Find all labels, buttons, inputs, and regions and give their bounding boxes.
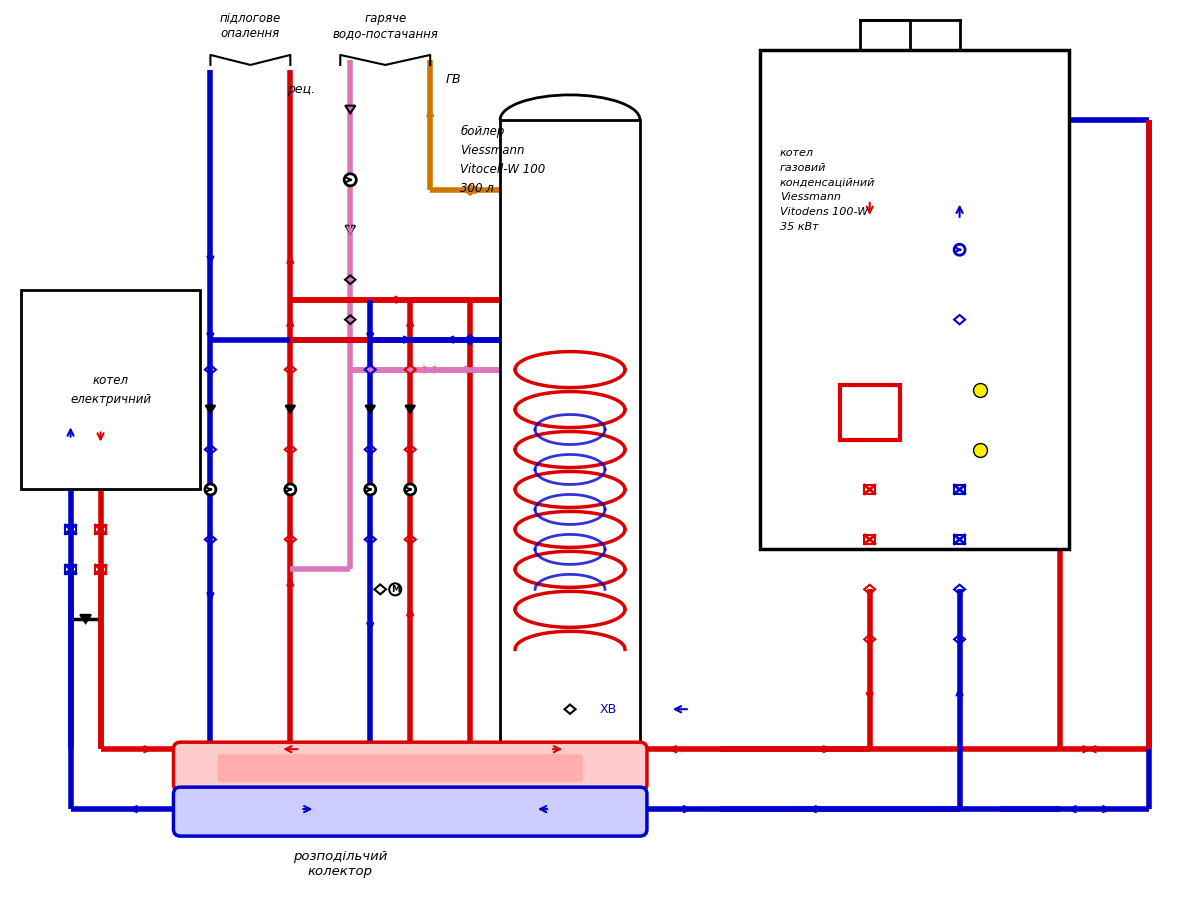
Bar [954, 535, 965, 544]
Polygon shape [406, 405, 415, 413]
Text: котел
газовий
конденсаційний
Viessmann
Vitodens 100-W
35 кВт: котел газовий конденсаційний Viessmann V… [780, 148, 875, 232]
Bar [840, 384, 900, 439]
Polygon shape [346, 226, 355, 233]
Circle shape [205, 484, 216, 495]
Bar [500, 119, 640, 779]
Text: рец.: рец. [287, 84, 316, 96]
Polygon shape [80, 615, 91, 623]
FancyBboxPatch shape [174, 743, 647, 791]
FancyBboxPatch shape [217, 754, 583, 782]
Text: котел
електричний: котел електричний [70, 374, 151, 405]
Circle shape [365, 484, 376, 495]
Text: M: M [391, 584, 400, 594]
Text: розподільчий
колектор: розподільчий колектор [293, 850, 388, 878]
Text: ХВ: ХВ [600, 703, 617, 716]
Circle shape [284, 484, 296, 495]
Bar [65, 564, 76, 574]
Bar [954, 485, 965, 494]
Bar [864, 535, 875, 544]
Text: підлогове
опалення: підлогове опалення [220, 12, 281, 40]
Bar [20, 289, 200, 490]
Bar [95, 525, 106, 534]
Text: гаряче
водо-постачання: гаряче водо-постачання [332, 12, 438, 40]
Polygon shape [366, 405, 376, 413]
Polygon shape [205, 405, 215, 413]
Text: бойлер
Viessmann
Vitocell-W 100
300 л: бойлер Viessmann Vitocell-W 100 300 л [460, 125, 546, 195]
Text: ГВ: ГВ [445, 74, 461, 86]
Circle shape [954, 244, 965, 255]
Circle shape [404, 484, 415, 495]
Bar [95, 564, 106, 574]
Circle shape [344, 174, 356, 186]
Bar [760, 50, 1069, 550]
Bar [65, 525, 76, 534]
Bar [864, 485, 875, 494]
Polygon shape [286, 405, 295, 413]
FancyBboxPatch shape [174, 788, 647, 836]
